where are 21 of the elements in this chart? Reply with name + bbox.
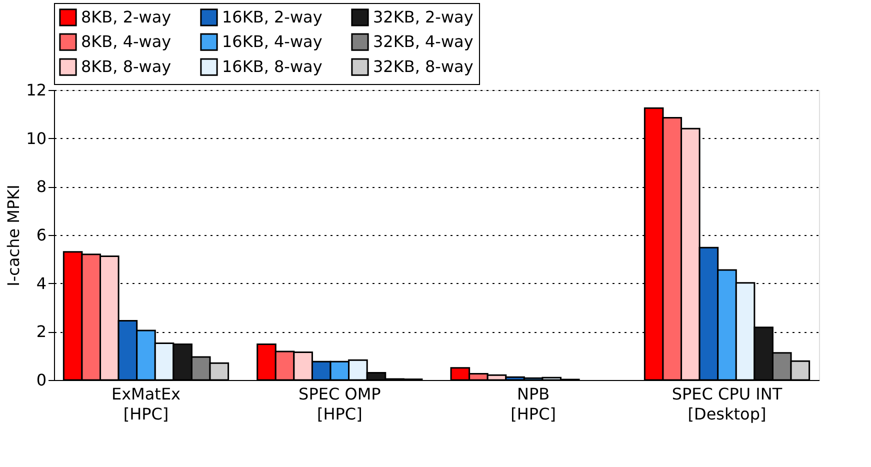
y-tick-label: 6 [36,226,46,244]
y-tick-label: 0 [36,370,46,390]
y-axis-title: I-cache MPKI [4,184,24,286]
legend-label: 16KB, 2-way [222,7,322,26]
y-tick-label: 2 [36,322,46,342]
legend-label: 32KB, 2-way [373,7,474,26]
x-tick-label: SPEC CPU INT [Desktop] [672,384,782,424]
legend-label: 16KB, 4-way [222,32,322,51]
x-tick-label: NPB [HPC] [510,384,556,424]
y-tick-label: 8 [36,177,46,196]
legend-label: 32KB, 8-way [373,57,474,76]
legend-label: 8KB, 4-way [81,32,172,51]
x-tick-label: ExMatEx [HPC] [111,384,181,424]
legend-label: 16KB, 8-way [222,57,322,76]
legend-label: 32KB, 4-way [373,32,474,51]
x-tick-label: SPEC OMP [HPC] [298,384,382,424]
y-tick-label: 12 [26,80,46,100]
legend-label: 8KB, 8-way [81,57,172,76]
y-tick-label: 4 [36,274,46,293]
y-tick-label: 10 [26,128,46,148]
legend-label: 8KB, 2-way [81,7,172,26]
